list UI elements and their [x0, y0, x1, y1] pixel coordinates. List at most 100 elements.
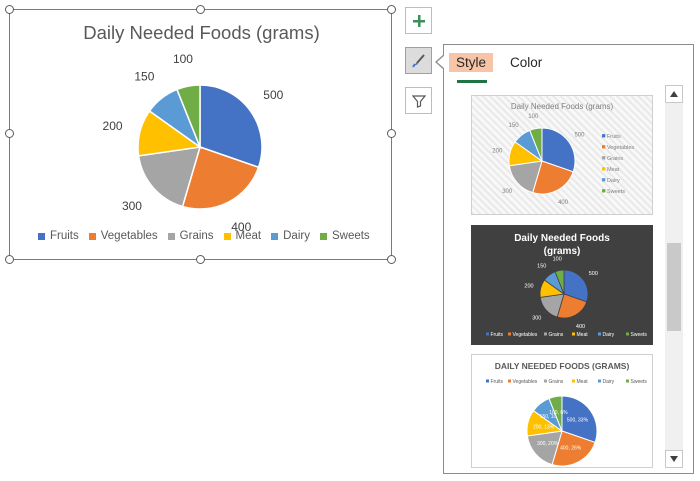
brush-icon: [411, 53, 425, 68]
thumb-title: DAILY NEEDED FOODS (GRAMS): [494, 361, 630, 371]
legend-item-grains: Grains: [167, 230, 214, 242]
legend-label: Grains: [549, 332, 564, 338]
data-label: 200: [492, 148, 503, 154]
legend-swatch: [271, 232, 279, 240]
pie-slice-fruits: [561, 395, 598, 444]
resize-handle-bottom[interactable]: [196, 255, 205, 264]
pie-slice-sweets[interactable]: [175, 84, 201, 148]
resize-handle-top-right[interactable]: [387, 5, 396, 14]
legend-item-sweets: Sweets: [319, 230, 370, 242]
legend-swatch: [602, 167, 606, 171]
style-option-3[interactable]: DAILY NEEDED FOODS (GRAMS) Fruits Vegetab…: [471, 354, 653, 468]
thumb-pie: 500 400 300 200 150 100 Fruits Vegetables Grains…: [492, 114, 634, 206]
data-label: 300: [122, 199, 142, 213]
legend-swatch: [167, 232, 175, 240]
tab-active-indicator: [457, 80, 487, 83]
resize-handle-right[interactable]: [387, 129, 396, 138]
legend-label: Dairy: [603, 332, 615, 338]
pie-slice-vegetables[interactable]: [181, 146, 260, 210]
plus-icon: [412, 14, 425, 27]
resize-handle-top[interactable]: [196, 5, 205, 14]
legend-swatch: [626, 332, 629, 336]
legend-label: Dairy: [603, 379, 615, 385]
pie-slice-sweets: [548, 395, 563, 432]
thumb-title: Daily Needed Foods (grams): [472, 232, 652, 258]
legend-label: Sweets: [607, 189, 625, 195]
legend-swatch: [486, 332, 489, 336]
legend-item-fruits: Fruits: [38, 230, 79, 242]
legend-swatch: [626, 379, 629, 383]
legend-label: Vegetables: [513, 332, 538, 338]
legend-label: Grains: [179, 230, 214, 242]
triangle-up-icon: [670, 91, 678, 97]
legend-swatch: [598, 332, 601, 336]
data-label: 100: [173, 52, 193, 66]
data-label: 300: [502, 189, 513, 195]
chart-legend: Fruits Vegetables Grains Meat Dairy Swee…: [38, 230, 370, 242]
legend-label: Sweets: [331, 230, 370, 242]
data-label: 500: [263, 88, 283, 102]
style-option-1[interactable]: Daily Needed Foods (grams) 500 400 300 200 1…: [471, 95, 653, 215]
scroll-down-button[interactable]: [665, 450, 683, 468]
resize-handle-bottom-right[interactable]: [387, 255, 396, 264]
legend-label: Grains: [549, 379, 564, 385]
legend-label: Fruits: [491, 379, 504, 385]
tab-style[interactable]: Style: [449, 53, 494, 72]
pie-slice-vegetables: [532, 160, 574, 195]
legend-swatch: [572, 332, 575, 336]
data-label: 300, 20%: [537, 441, 559, 447]
pie-slice-grains[interactable]: [137, 146, 202, 208]
legend-label: Vegetables: [607, 145, 634, 151]
legend-label: Meat: [577, 332, 589, 338]
legend-item-meat: Meat: [223, 230, 261, 242]
data-label: 150: [134, 69, 154, 83]
legend-label: Vegetables: [100, 230, 158, 242]
pie-slice-vegetables: [551, 430, 596, 467]
legend-swatch: [508, 332, 511, 336]
data-label: 150, 10%: [540, 414, 562, 420]
data-label: 200: [103, 119, 123, 133]
legend-swatch: [572, 379, 575, 383]
resize-handle-bottom-left[interactable]: [5, 255, 14, 264]
chart-style-panel: Style Color Daily Needed Foods (grams) 5…: [443, 44, 694, 474]
chart-filters-button[interactable]: [405, 87, 432, 114]
data-label: 500: [589, 271, 598, 277]
tab-color[interactable]: Color: [510, 55, 543, 70]
legend-label: Fruits: [607, 134, 621, 140]
filter-icon: [411, 94, 426, 108]
legend-label: Meat: [607, 167, 620, 173]
legend-label: Dairy: [607, 178, 620, 184]
legend-label: Sweets: [631, 332, 648, 338]
data-label: 500: [574, 132, 585, 138]
main-pie-chart[interactable]: 500 400 300 200 150 100: [10, 10, 393, 261]
chart-elements-button[interactable]: [405, 7, 432, 34]
pie-slice-fruits[interactable]: [199, 84, 263, 169]
legend-swatch: [319, 232, 327, 240]
legend-swatch: [602, 178, 606, 182]
legend-swatch: [598, 379, 601, 383]
legend-label: Dairy: [283, 230, 310, 242]
data-label: 400: [231, 220, 251, 234]
data-label: 100, 6%: [549, 410, 568, 416]
thumb-pie: Fruits Vegetables Grains Meat Dairy Sweets 500…: [486, 379, 647, 467]
thumb-title-line: Daily Needed Foods: [514, 233, 610, 244]
chart-title: Daily Needed Foods (grams): [83, 22, 320, 43]
legend-swatch: [602, 145, 606, 149]
scrollbar-thumb[interactable]: [667, 243, 681, 331]
data-label: 500, 33%: [567, 418, 589, 424]
data-label: 200: [524, 283, 533, 289]
thumb-pie: 500 400 300 200 150 100 Fruits Vegetables Grains…: [486, 257, 648, 338]
thumb-title-line: (grams): [543, 246, 581, 257]
pie-slice-sweets: [554, 269, 565, 295]
scroll-up-button[interactable]: [665, 85, 683, 103]
legend-swatch: [544, 332, 547, 336]
legend-label: Fruits: [491, 332, 504, 338]
legend-swatch: [486, 379, 489, 383]
legend-label: Fruits: [50, 230, 79, 242]
resize-handle-top-left[interactable]: [5, 5, 14, 14]
chart-styles-button[interactable]: [405, 47, 432, 74]
legend-item-dairy: Dairy: [271, 230, 310, 242]
style-option-2[interactable]: Daily Needed Foods (grams) 500 400 300 200 1…: [471, 225, 653, 345]
chart-area[interactable]: Daily Needed Foods (grams) 500 400 300 200 1…: [9, 9, 392, 260]
resize-handle-left[interactable]: [5, 129, 14, 138]
